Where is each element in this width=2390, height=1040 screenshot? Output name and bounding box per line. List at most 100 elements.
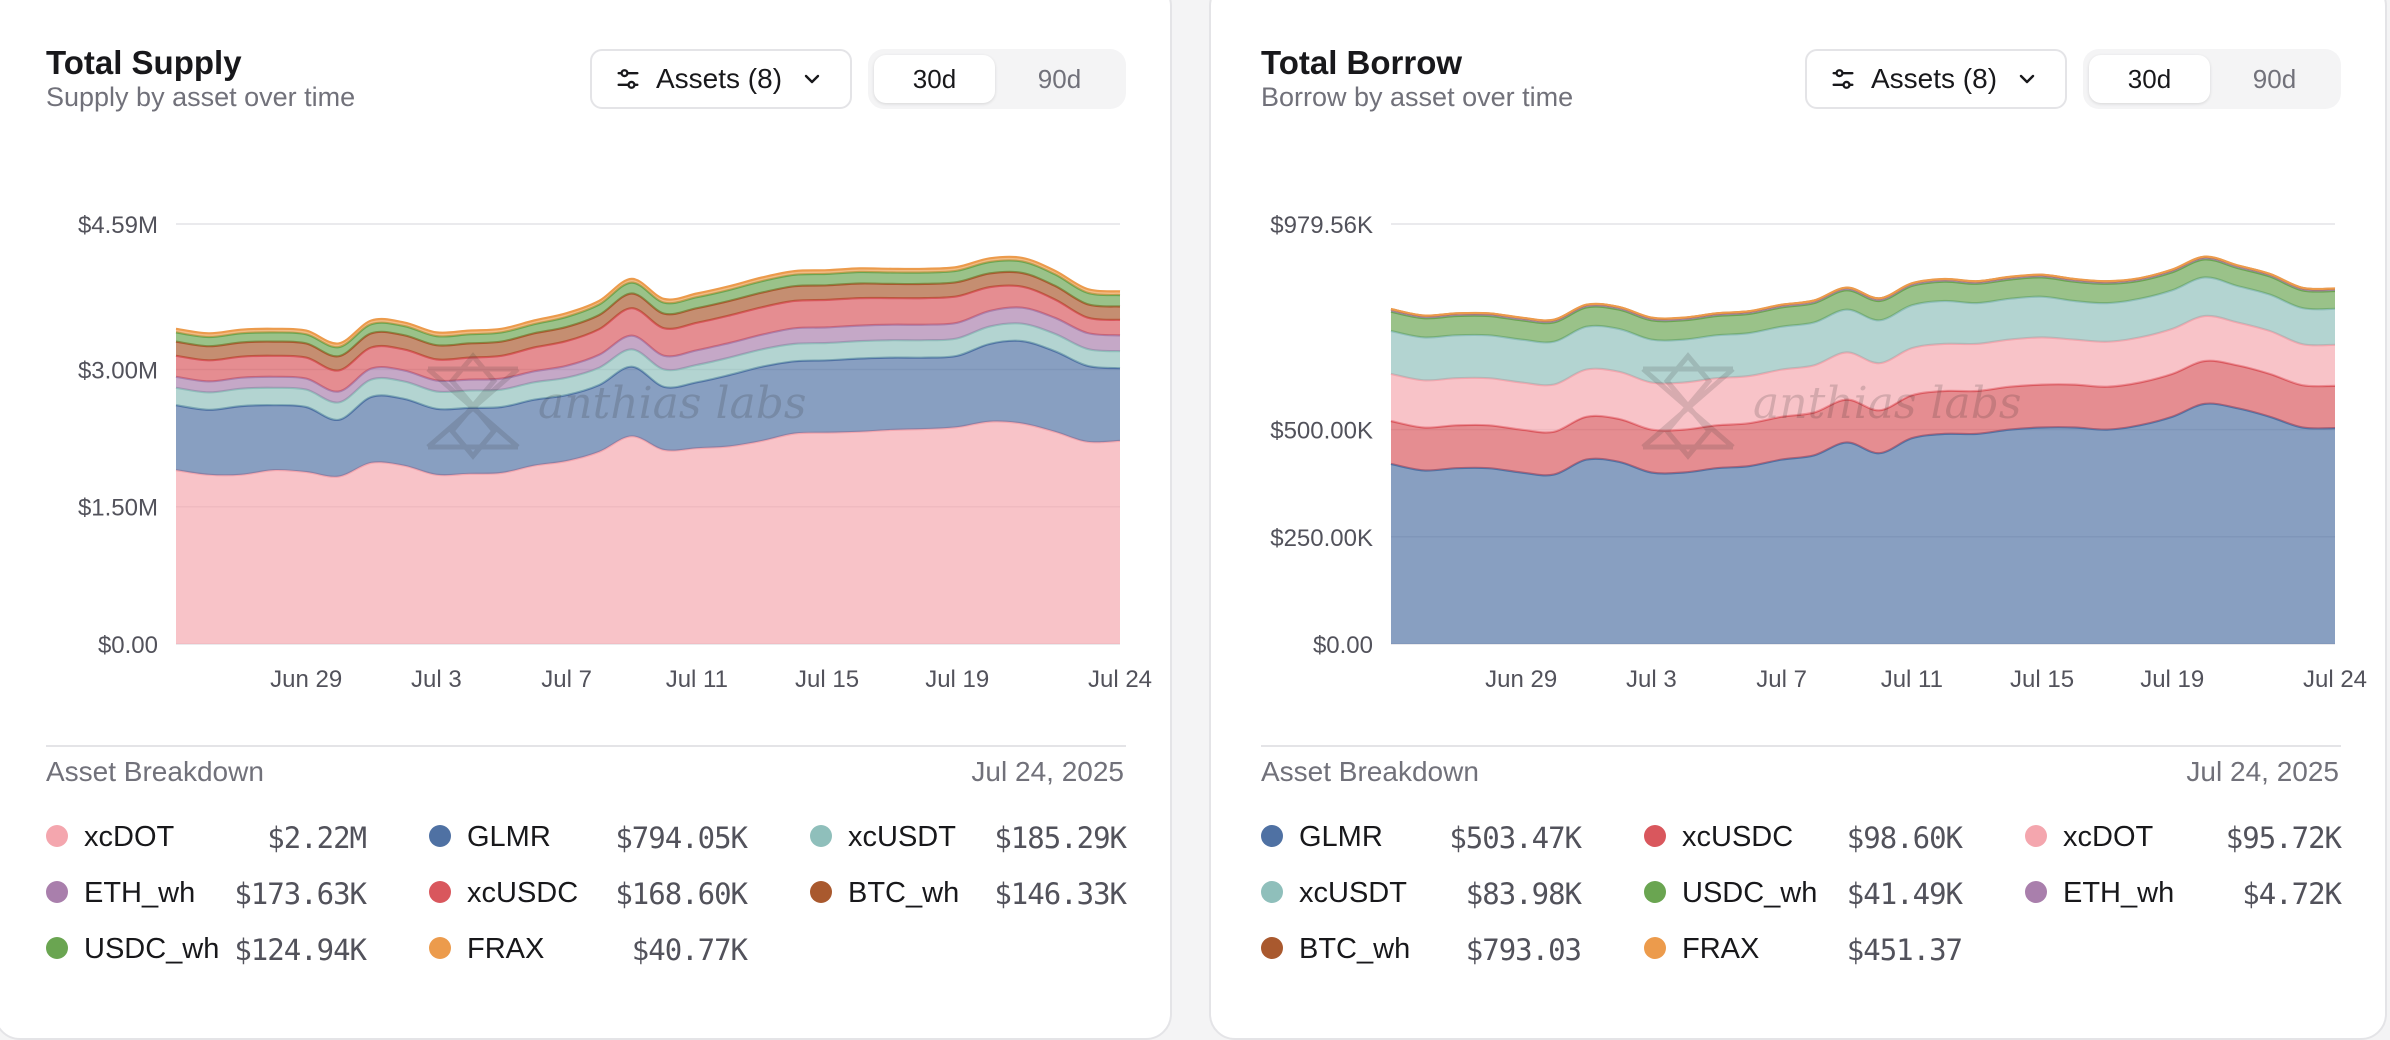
area-ETH_wh[interactable] (176, 307, 1120, 403)
supply-area-chart[interactable]: $0.00 $1.50M $3.00M $4.59M Jun 29 Jul 3 Jul 7 J… (0, 0, 1174, 722)
watermark-logo: anthias labs (1641, 352, 2022, 460)
y-tick-label: $3.00M (78, 357, 158, 384)
legend-item[interactable]: BTC_wh $793.03 (1261, 928, 1582, 968)
area-GLMR[interactable] (176, 340, 1120, 477)
y-tick-label: $500.00K (1270, 418, 1373, 445)
legend-dot (46, 825, 68, 847)
legend-item[interactable]: xcUSDC $98.60K (1644, 816, 1963, 856)
legend-dot (46, 881, 68, 903)
range-90d-button[interactable]: 90d (1037, 63, 1082, 94)
legend-dot (2025, 881, 2047, 903)
chart-subtitle: Borrow by asset over time (1261, 82, 1574, 112)
legend-asset-name: ETH_wh (2063, 877, 2175, 909)
legend-dot (1644, 937, 1666, 959)
range-30d-button[interactable]: 30d (874, 55, 995, 103)
legend-asset-name: USDC_wh (1682, 877, 1818, 909)
assets-filter-button[interactable]: Assets (8) (590, 49, 852, 109)
legend-item[interactable]: xcDOT $95.72K (2025, 816, 2342, 856)
legend-item[interactable]: USDC_wh $41.49K (1644, 872, 1963, 912)
x-tick-label: Jul 3 (411, 666, 462, 693)
area-xcUSDC[interactable] (176, 285, 1120, 392)
legend-asset-name: ETH_wh (84, 877, 196, 909)
chart-title: Total Supply (46, 44, 242, 81)
y-tick-label: $0.00 (1313, 632, 1373, 659)
legend-dot (2025, 825, 2047, 847)
legend-asset-value: $173.63K (234, 877, 367, 911)
legend-item[interactable]: FRAX $40.77K (429, 928, 748, 968)
legend-item[interactable]: GLMR $794.05K (429, 816, 748, 856)
watermark-text: anthias labs (538, 378, 807, 429)
legend-dot (810, 825, 832, 847)
area-xcUSDC[interactable] (1391, 360, 2335, 476)
legend-item[interactable]: xcDOT $2.22M (46, 816, 367, 856)
x-tick-label: Jun 29 (270, 666, 342, 693)
x-tick-label: Jul 3 (1626, 666, 1677, 693)
divider (1261, 745, 2341, 747)
legend-item[interactable]: ETH_wh $173.63K (46, 872, 367, 912)
chart-title: Total Borrow (1261, 44, 1463, 81)
legend-asset-name: xcDOT (2063, 821, 2154, 853)
legend-asset-value: $451.37 (1846, 933, 1963, 967)
series-line-FRAX (175, 255, 1121, 345)
legend-asset-name: xcUSDC (467, 877, 579, 909)
area-BTC_wh[interactable] (176, 271, 1120, 371)
assets-filter-button[interactable]: Assets (8) (1805, 49, 2067, 109)
area-xcUSDT[interactable] (1391, 277, 2335, 386)
x-tick-label: Jul 24 (1088, 666, 1152, 693)
borrow-area-chart[interactable]: $0.00 $250.00K $500.00K $979.56K Jun 29 Jul 3… (1211, 0, 2389, 722)
assets-filter-label: Assets (8) (656, 63, 783, 94)
breakdown-title: Asset Breakdown (1261, 756, 1479, 787)
legend-asset-value: $124.94K (234, 933, 367, 967)
x-tick-label: Jul 15 (795, 666, 859, 693)
legend-dot (1261, 937, 1283, 959)
legend-asset-value: $41.49K (1846, 877, 1963, 911)
chart-subtitle: Supply by asset over time (46, 82, 356, 112)
legend-asset-name: BTC_wh (1299, 933, 1411, 965)
y-tick-label: $1.50M (78, 495, 158, 522)
y-tick-label: $0.00 (98, 632, 158, 659)
legend-asset-value: $503.47K (1449, 821, 1582, 855)
legend-item[interactable]: USDC_wh $124.94K (46, 928, 367, 968)
legend-dot (1261, 881, 1283, 903)
legend-asset-name: xcUSDC (1682, 821, 1794, 853)
x-tick-label: Jul 7 (1756, 666, 1807, 693)
borrow-card: Total Borrow Borrow by asset over time A… (1209, 0, 2387, 1040)
legend-dot (810, 881, 832, 903)
x-tick-label: Jul 15 (2010, 666, 2074, 693)
y-tick-label: $4.59M (78, 212, 158, 239)
legend-asset-value: $98.60K (1846, 821, 1963, 855)
breakdown-title: Asset Breakdown (46, 756, 264, 787)
legend-asset-name: FRAX (467, 933, 545, 965)
range-30d-button[interactable]: 30d (2089, 55, 2210, 103)
legend-asset-value: $185.29K (994, 821, 1127, 855)
legend-item[interactable]: xcUSDC $168.60K (429, 872, 748, 912)
legend-item[interactable]: xcUSDT $185.29K (810, 816, 1127, 856)
area-GLMR[interactable] (1391, 403, 2335, 644)
legend-dot (1261, 825, 1283, 847)
legend-item[interactable]: GLMR $503.47K (1261, 816, 1582, 856)
x-tick-label: Jul 11 (1881, 666, 1943, 693)
breakdown-date: Jul 24, 2025 (971, 756, 1124, 787)
legend-asset-name: FRAX (1682, 933, 1760, 965)
legend-asset-name: BTC_wh (848, 877, 960, 909)
area-USDC_wh[interactable] (1391, 259, 2335, 343)
area-xcUSDT[interactable] (176, 323, 1120, 420)
x-tick-label: Jul 19 (2140, 666, 2204, 693)
legend-dot (429, 881, 451, 903)
legend-asset-value: $793.03 (1465, 933, 1582, 967)
legend-item[interactable]: BTC_wh $146.33K (810, 872, 1127, 912)
legend-asset-value: $95.72K (2225, 821, 2342, 855)
area-USDC_wh[interactable] (176, 260, 1120, 357)
range-90d-button[interactable]: 90d (2252, 63, 2297, 94)
legend-asset-value: $794.05K (615, 821, 748, 855)
area-xcDOT[interactable] (176, 421, 1120, 644)
legend-dot (46, 937, 68, 959)
legend-asset-value: $4.72K (2242, 877, 2342, 911)
watermark-text: anthias labs (1753, 378, 2022, 429)
area-xcDOT[interactable] (1391, 315, 2335, 433)
legend-dot (1644, 825, 1666, 847)
legend-item[interactable]: FRAX $451.37 (1644, 928, 1963, 968)
legend-item[interactable]: ETH_wh $4.72K (2025, 872, 2342, 912)
breakdown-date: Jul 24, 2025 (2186, 756, 2339, 787)
legend-item[interactable]: xcUSDT $83.98K (1261, 872, 1582, 912)
